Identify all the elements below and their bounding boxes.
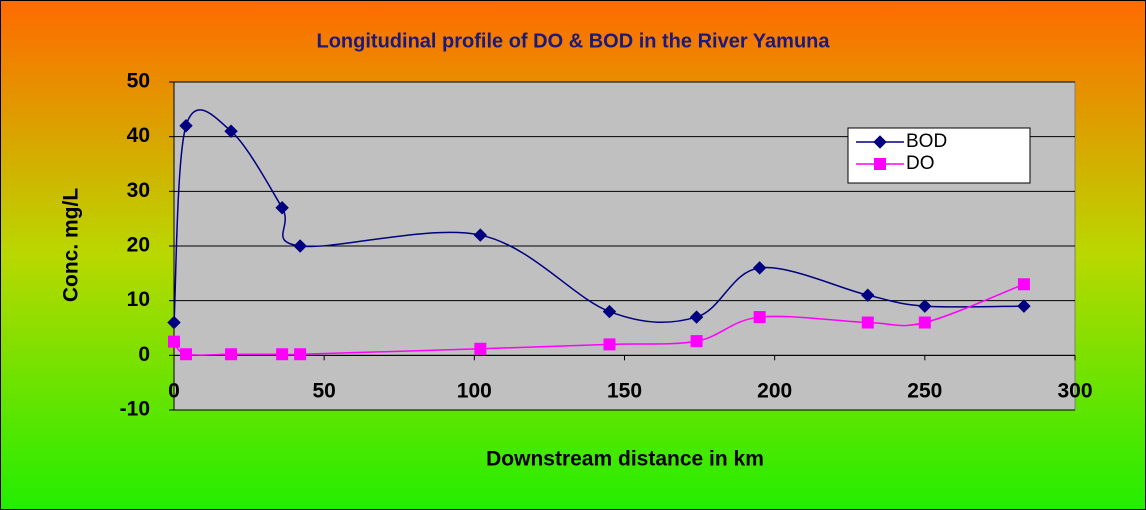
marker xyxy=(473,228,488,242)
marker xyxy=(225,348,238,361)
series-line xyxy=(173,109,1024,323)
marker xyxy=(167,315,181,330)
marker xyxy=(275,201,289,215)
x-tick-label: 300 xyxy=(1057,380,1092,403)
marker xyxy=(168,335,180,348)
y-tick-label: 20 xyxy=(127,234,150,257)
y-tick-label: 50 xyxy=(127,70,150,93)
marker xyxy=(873,135,887,149)
y-axis-label: Conc. mg/L xyxy=(60,188,83,303)
marker xyxy=(752,261,767,275)
marker xyxy=(224,124,238,138)
legend-label: DO xyxy=(906,153,935,174)
marker xyxy=(753,311,766,324)
marker xyxy=(294,348,307,361)
x-tick-label: 200 xyxy=(757,380,792,403)
marker xyxy=(1017,299,1031,313)
chart-title: Longitudinal profile of DO & BOD in the … xyxy=(317,30,831,52)
marker xyxy=(603,338,616,351)
marker xyxy=(861,288,875,302)
marker xyxy=(690,335,703,348)
y-tick-label: 40 xyxy=(127,124,150,147)
marker xyxy=(861,316,874,329)
marker xyxy=(918,299,932,313)
series-group xyxy=(167,109,1031,361)
grid: -10 0 10 20 30 40 50 0 50 100 150 200 250 300 xyxy=(120,70,1093,421)
x-tick-label: 150 xyxy=(607,380,642,403)
y-tick-label: 10 xyxy=(127,288,150,311)
x-axis-label: Downstream distance in km xyxy=(486,448,764,471)
marker xyxy=(602,304,617,319)
marker xyxy=(874,158,886,170)
x-tick-label: 0 xyxy=(168,380,180,403)
x-tick-label: 250 xyxy=(907,380,942,403)
y-tick-label: -10 xyxy=(120,398,150,421)
marker xyxy=(474,342,487,355)
marker xyxy=(689,310,704,324)
x-tick-label: 50 xyxy=(312,380,335,403)
legend-label: BOD xyxy=(906,131,947,152)
y-tick-label: 30 xyxy=(127,179,150,202)
marker xyxy=(1017,278,1030,291)
marker xyxy=(276,348,289,361)
marker xyxy=(918,316,931,329)
marker xyxy=(179,119,193,133)
legend-box xyxy=(847,127,1031,184)
marker xyxy=(293,239,307,253)
y-tick-label: 0 xyxy=(138,343,150,366)
x-tick-label: 100 xyxy=(457,380,492,403)
marker xyxy=(180,348,193,361)
